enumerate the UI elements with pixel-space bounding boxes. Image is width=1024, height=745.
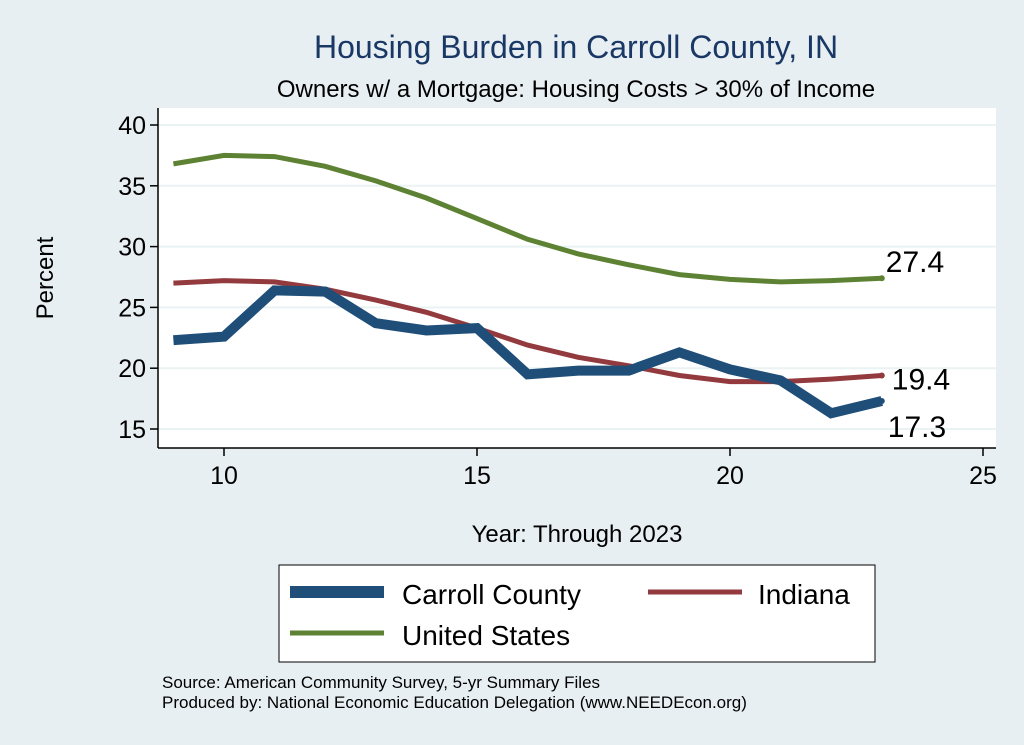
legend: Carroll County Indiana United States bbox=[278, 564, 876, 663]
legend-box bbox=[278, 564, 876, 663]
series-line-carroll-county bbox=[173, 285, 883, 419]
y-tick-label-30: 30 bbox=[118, 234, 146, 262]
y-tick-label-25: 25 bbox=[118, 294, 146, 322]
series-line-united-states bbox=[172, 152, 882, 285]
series-layer bbox=[172, 152, 883, 419]
end-marker-indiana bbox=[878, 372, 885, 379]
legend-label-united-states: United States bbox=[402, 620, 570, 651]
y-tick-label-35: 35 bbox=[118, 173, 146, 201]
axes: 15 20 25 30 35 40 10 15 20 25 bbox=[118, 108, 997, 490]
x-tick-label-10: 10 bbox=[210, 462, 238, 490]
y-tick-label-20: 20 bbox=[118, 355, 146, 383]
chart-title: Housing Burden in Carroll County, IN bbox=[314, 29, 838, 65]
end-label-carroll-county: 17.3 bbox=[888, 411, 946, 444]
y-tick-label-40: 40 bbox=[118, 112, 146, 140]
produced-by-note: Produced by: National Economic Education… bbox=[162, 693, 747, 712]
end-label-united-states: 27.4 bbox=[886, 246, 944, 279]
chart-subtitle: Owners w/ a Mortgage: Housing Costs > 30… bbox=[277, 76, 875, 103]
end-marker-carroll-county bbox=[878, 398, 885, 405]
legend-label-carroll-county: Carroll County bbox=[402, 579, 581, 610]
x-tick-label-25: 25 bbox=[969, 462, 997, 490]
end-label-indiana: 19.4 bbox=[892, 363, 950, 396]
x-tick-label-20: 20 bbox=[716, 462, 744, 490]
end-marker-united-states bbox=[878, 275, 885, 282]
legend-label-indiana: Indiana bbox=[758, 579, 850, 610]
y-axis-title: Percent bbox=[32, 236, 59, 319]
x-axis-title: Year: Through 2023 bbox=[472, 521, 683, 548]
source-note: Source: American Community Survey, 5-yr … bbox=[162, 673, 600, 692]
x-tick-label-15: 15 bbox=[463, 462, 491, 490]
y-tick-label-15: 15 bbox=[118, 416, 146, 444]
end-labels: 17.3 19.4 27.4 bbox=[878, 246, 950, 444]
